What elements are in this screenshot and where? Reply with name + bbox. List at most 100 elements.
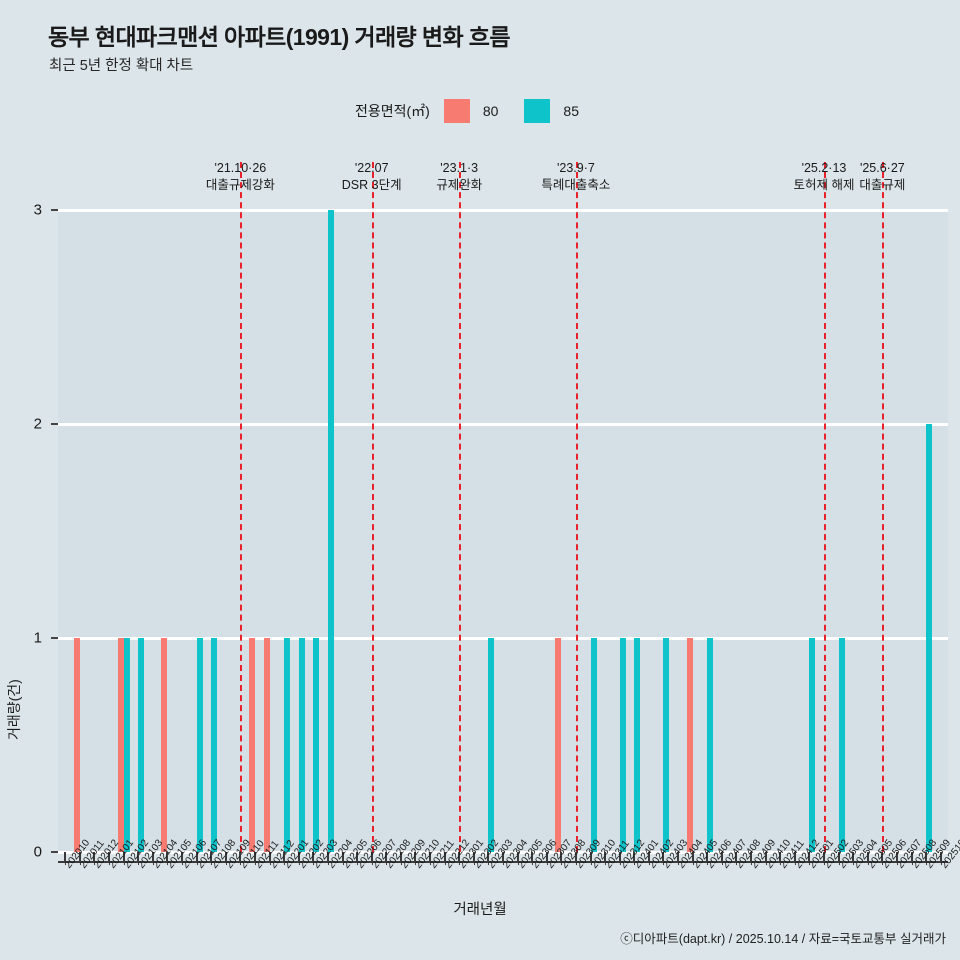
x-tickmark bbox=[779, 852, 782, 861]
gridline bbox=[58, 422, 948, 426]
x-tickmark bbox=[487, 852, 490, 861]
event-marker-line bbox=[882, 162, 885, 852]
x-tickmark bbox=[618, 852, 621, 861]
event-date: '23.9·7 bbox=[557, 161, 595, 175]
x-tickmark bbox=[910, 852, 913, 861]
bar[interactable] bbox=[211, 638, 218, 852]
x-tickmark bbox=[502, 852, 504, 861]
x-tickmark bbox=[78, 852, 81, 861]
bar[interactable] bbox=[298, 638, 305, 852]
x-tickmark bbox=[151, 852, 154, 861]
bar[interactable] bbox=[161, 638, 168, 852]
bar[interactable] bbox=[284, 638, 291, 852]
gridline bbox=[58, 208, 948, 212]
x-tickmark bbox=[370, 852, 373, 861]
x-tickmark bbox=[239, 852, 242, 861]
x-tickmark bbox=[429, 852, 432, 861]
x-tickmark bbox=[122, 852, 125, 861]
x-tickmark bbox=[647, 852, 650, 861]
event-date: '21.10·26 bbox=[214, 161, 267, 175]
legend-title: 전용면적(㎡) bbox=[354, 103, 430, 119]
x-axis-rule bbox=[58, 861, 948, 863]
x-tickmark bbox=[399, 852, 402, 861]
event-marker-line bbox=[371, 162, 374, 852]
x-tickmark bbox=[93, 852, 96, 861]
x-tickmark bbox=[560, 852, 563, 861]
event-name: 특례대출축소 bbox=[541, 178, 611, 192]
bar[interactable] bbox=[809, 638, 816, 852]
x-tickmark bbox=[297, 852, 300, 861]
x-tickmark bbox=[181, 852, 184, 861]
x-tickmark bbox=[268, 852, 271, 861]
event-date: '25.2·13 bbox=[801, 161, 847, 175]
x-tickmark bbox=[283, 852, 286, 861]
bar[interactable] bbox=[488, 638, 495, 852]
x-tickmark bbox=[925, 852, 928, 861]
y-tick-label: 1 bbox=[33, 629, 42, 647]
event-date: '23.1·3 bbox=[440, 161, 479, 175]
x-tickmark bbox=[195, 852, 198, 861]
y-tick-label: 3 bbox=[33, 201, 42, 219]
x-tickmark bbox=[224, 852, 227, 861]
x-tickmark bbox=[881, 852, 884, 861]
bar[interactable] bbox=[327, 210, 334, 852]
legend-item-80[interactable]: 80 bbox=[443, 99, 498, 123]
x-tickmark bbox=[574, 852, 577, 861]
x-tickmark bbox=[691, 852, 694, 861]
bar[interactable] bbox=[663, 638, 670, 852]
x-tickmark bbox=[604, 852, 607, 861]
x-tickmark bbox=[808, 852, 811, 861]
bar[interactable] bbox=[619, 638, 626, 852]
x-tickmark bbox=[866, 852, 869, 861]
x-tickmark bbox=[326, 852, 329, 861]
bar[interactable] bbox=[686, 638, 693, 852]
bar[interactable] bbox=[117, 638, 124, 852]
bar[interactable] bbox=[555, 638, 562, 852]
bar[interactable] bbox=[196, 638, 203, 852]
event-marker-label: '23.1·3 규제완화 bbox=[436, 160, 482, 194]
page-title: 동부 현대파크맨션 아파트(1991) 거래량 변화 흐름 bbox=[48, 24, 511, 50]
bar[interactable] bbox=[73, 638, 80, 852]
bar[interactable] bbox=[838, 638, 845, 852]
legend-label-85: 85 bbox=[563, 103, 579, 119]
bar[interactable] bbox=[248, 638, 255, 852]
y-tick-label: 2 bbox=[33, 415, 42, 433]
y-tick-label: 0 bbox=[33, 843, 42, 861]
x-tickmark bbox=[939, 852, 942, 861]
x-tickmark bbox=[458, 852, 461, 861]
bar[interactable] bbox=[634, 638, 641, 852]
event-marker-line bbox=[575, 162, 578, 852]
x-tickmark bbox=[545, 852, 548, 861]
bar[interactable] bbox=[590, 638, 597, 852]
x-tickmark bbox=[852, 852, 855, 861]
x-tickmark bbox=[356, 852, 359, 861]
x-tickmark bbox=[472, 852, 475, 861]
x-tickmark bbox=[764, 852, 767, 861]
x-tickmark bbox=[677, 852, 680, 861]
x-tickmark bbox=[385, 852, 388, 861]
event-date: '25.6·27 bbox=[859, 161, 905, 175]
x-tickmark bbox=[516, 852, 519, 861]
x-tickmark bbox=[414, 852, 417, 861]
x-tickmark bbox=[750, 852, 753, 861]
x-tickmark bbox=[720, 852, 723, 861]
event-name: 대출규제강화 bbox=[205, 178, 275, 192]
x-tickmark bbox=[589, 852, 592, 861]
event-marker-label: '22.07 DSR 3단계 bbox=[342, 160, 402, 194]
legend-item-85[interactable]: 85 bbox=[524, 99, 579, 123]
y-tickmark bbox=[51, 637, 58, 639]
x-tickmark bbox=[210, 852, 213, 861]
bar[interactable] bbox=[263, 638, 270, 852]
plot-area bbox=[58, 162, 948, 854]
bar[interactable] bbox=[123, 638, 130, 852]
event-name: 규제완화 bbox=[436, 178, 483, 192]
bar[interactable] bbox=[707, 638, 714, 852]
event-marker-label: '23.9·7 특례대출축소 bbox=[541, 160, 610, 194]
y-axis: 거래량(건) 0 1 2 3 bbox=[0, 202, 58, 861]
bar[interactable] bbox=[313, 638, 320, 852]
x-tickmark bbox=[822, 852, 825, 861]
y-tickmark bbox=[51, 423, 58, 425]
bar[interactable] bbox=[926, 424, 933, 852]
event-marker-label: '25.2·13 토허제 해제 bbox=[793, 160, 854, 194]
bar[interactable] bbox=[138, 638, 145, 852]
